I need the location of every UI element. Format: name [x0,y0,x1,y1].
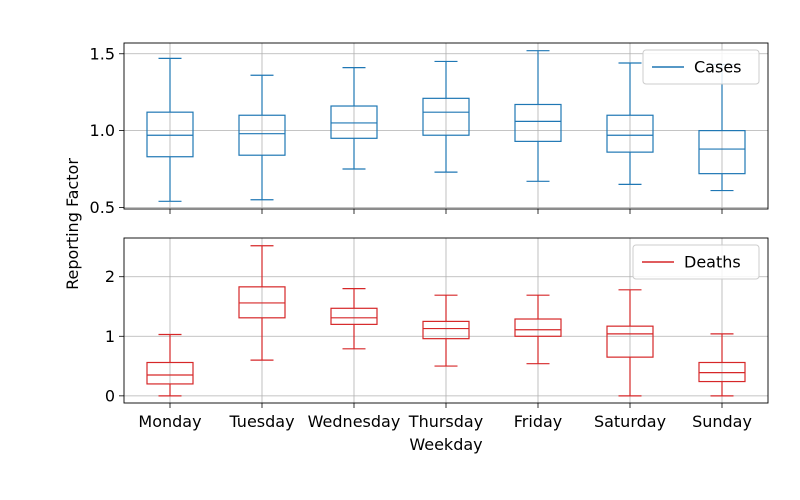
x-tick-label-tuesday: Tuesday [228,412,294,431]
cases-box-tuesday [238,74,286,201]
cases-y-tick-label: 1.0 [90,121,115,140]
deaths-plot-frame [123,237,769,404]
cases-box-monday [146,57,194,202]
cases-box-wednesday [330,66,378,170]
iqr-box [330,307,378,325]
iqr-box [514,103,562,142]
legend-label: Deaths [684,253,741,272]
iqr-box [330,105,378,139]
deaths-box-friday [514,294,562,365]
cases-box-saturday [606,62,654,186]
iqr-box [422,97,470,136]
deaths-box-tuesday [238,245,286,361]
deaths-y-tick-label: 1 [105,327,115,346]
deaths-box-monday [146,333,194,397]
iqr-box [146,111,194,158]
legend-label: Cases [694,58,742,77]
iqr-box [606,114,654,153]
iqr-box [698,130,746,175]
deaths-box-thursday [422,294,470,367]
x-axis-label: Weekday [409,435,482,454]
y-axis-label: Reporting Factor [63,158,82,290]
iqr-box [514,318,562,337]
cases-legend: Cases [642,49,760,85]
cases-y-tick-label: 1.5 [90,44,115,63]
x-tick-label-saturday: Saturday [594,412,666,431]
x-tick-label-friday: Friday [514,412,563,431]
legend-frame [642,49,760,85]
deaths-panel: 0 1 2 Deaths [105,237,769,408]
deaths-legend: Deaths [632,244,760,280]
x-tick-label-monday: Monday [138,412,201,431]
x-tick-label-sunday: Sunday [692,412,752,431]
iqr-box [238,114,286,156]
iqr-box [422,320,470,340]
iqr-box [606,325,654,358]
cases-y-tick-label: 0.5 [90,198,115,217]
cases-plot-frame [123,42,769,210]
deaths-box-wednesday [330,288,378,350]
deaths-y-tick-label: 2 [105,267,115,286]
x-tick-label-thursday: Thursday [408,412,483,431]
cases-panel: 0.5 1.0 1.5 Cases [90,42,769,217]
iqr-box [146,361,194,385]
deaths-box-saturday [606,289,654,397]
x-tick-labels: Monday Tuesday Wednesday Thursday Friday Satu… [138,412,752,431]
legend-frame [632,244,760,280]
x-tick-label-wednesday: Wednesday [308,412,401,431]
cases-box-thursday [422,60,470,173]
deaths-box-sunday [698,333,746,397]
cases-box-friday [514,50,562,182]
deaths-y-tick-label: 0 [105,386,115,405]
